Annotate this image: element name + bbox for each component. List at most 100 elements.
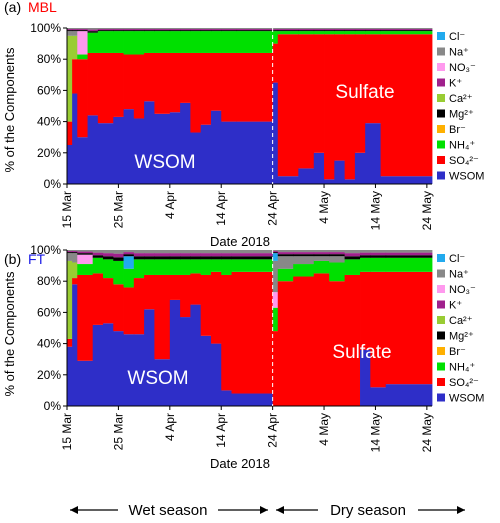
panel-b-bar-minor-13-2: [200, 250, 212, 254]
panel-a-bar-wsom-20: [313, 152, 325, 184]
panel-a-bar-minor-2-2: [77, 28, 88, 30]
panel-b-bar-nh4-14: [210, 259, 222, 272]
panel-a-legend-label-6: Br⁻: [449, 124, 466, 136]
panel-b-legend-swatch-8: [437, 378, 445, 386]
panel-a-bar-nh4-4: [97, 31, 114, 53]
panel-a-bar-minor-18-0: [277, 30, 299, 32]
panel-a-ytick-label-0: 0%: [44, 177, 62, 191]
panel-a-bar-nh4-12: [190, 31, 202, 53]
panel-a-legend-label-9: WSOM: [449, 171, 484, 183]
panel-b-bar-minor-13-0: [200, 256, 212, 260]
panel-a-bar-no3-2: [77, 31, 88, 55]
panel-b-bar-so4-21: [329, 281, 345, 406]
panel-a-bar-minor-1-1: [72, 29, 78, 31]
panel-a-bar-minor-19-1: [298, 29, 315, 31]
panel-b-bar-minor-10-2: [169, 250, 181, 254]
panel-a-bar-minor-13-1: [200, 29, 212, 31]
panel-b-ytick-label-0: 0%: [44, 399, 62, 413]
panel-a-bar-wsom-25: [365, 123, 381, 184]
panel-b-bar-so4-14: [210, 271, 222, 344]
panel-a-bar-nh4-5: [113, 31, 124, 53]
panel-b-bar-minor-21-1: [329, 252, 345, 255]
panel-a-bar-nh4-10: [169, 31, 181, 53]
panel-b-bar-minor-11-1: [180, 253, 191, 257]
panel-a-bar-so4-10: [169, 52, 181, 113]
panel-b-bar-so4-23: [360, 271, 371, 350]
panel-a-bar-wsom-10: [169, 112, 181, 184]
panel-a-bar-minor-7-0: [133, 30, 145, 32]
panel-a-bar-minor-25-0: [365, 30, 381, 32]
panel-a-bar-minor-9-1: [154, 29, 171, 31]
panel-a-bar-minor-3-2: [87, 28, 99, 30]
panel-a-bar-minor-26-2: [380, 28, 433, 30]
panel-b-bar-minor-25-2: [385, 250, 433, 253]
panel-b-bar-wsom-12: [190, 304, 202, 406]
panel-a-bar-nh4-8: [144, 31, 155, 53]
dry-season-arrow-right-head: [457, 506, 465, 514]
dry-season-arrow-left-head: [276, 506, 284, 514]
panel-a-bar-minor-24-0: [354, 30, 366, 32]
panel-a-bar-minor-21-1: [324, 29, 335, 31]
panel-b-bar-so4-9: [154, 274, 171, 360]
panel-a-bar-nh4-19: [298, 31, 315, 35]
panel-a-bar-minor-22-0: [334, 30, 345, 32]
panel-b-bar-minor-18-2: [277, 250, 294, 253]
panel-a-bar-minor-15-2: [221, 28, 238, 30]
panel-b-xtick-label-5: 4 May: [317, 413, 331, 446]
panel-a-xtick-label-7: 24 May: [420, 191, 434, 230]
panel-b-bar-cl-17: [272, 253, 279, 261]
panel-b-bar-minor-20-0: [313, 254, 330, 257]
panel-a-bar-so4-3: [87, 52, 99, 116]
panel-b-legend-label-2: NO₃⁻: [449, 284, 476, 296]
panel-b-bar-so4-1: [72, 278, 78, 285]
panel-b-xtick-label-6: 14 May: [369, 413, 383, 452]
panel-b-bar-minor-23-2: [360, 250, 371, 253]
wet-season-label-bg: [118, 500, 218, 520]
panel-a-ytick-label-2: 40%: [37, 115, 61, 129]
panel-a-xtick-label-0: 15 Mar: [60, 191, 74, 228]
panel-a-bar-minor-11-2: [180, 28, 191, 30]
panel-b-bar-nh4-3: [92, 257, 104, 274]
panel-b-bar-minor-13-1: [200, 253, 212, 257]
panel-a-bar-wsom-9: [154, 113, 171, 184]
panel-a-legend-swatch-1: [437, 47, 445, 56]
panel-b-bar-so4-4: [102, 278, 114, 324]
panel-b-bar-minor-6-0: [123, 254, 135, 257]
panel-a-bar-nh4-17: [272, 31, 279, 44]
panel-b-legend-swatch-7: [437, 362, 445, 371]
panel-a-bar-nh4-13: [200, 31, 212, 53]
panel-a-xtick-label-4: 24 Apr: [266, 191, 280, 226]
panel-a-legend-label-4: Ca²⁺: [449, 93, 473, 105]
panel-b-bar-nh4-17: [272, 307, 279, 332]
panel-a-bar-wsom-18: [277, 176, 299, 184]
panel-a-xtick-label-1: 25 Mar: [111, 191, 125, 228]
panel-a-bar-wsom-19: [298, 168, 315, 184]
panel-a-bar-minor-3-1: [87, 29, 99, 32]
panel-a-bar-wsom-24: [354, 152, 366, 184]
panel-a-sulfate-annotation: Sulfate: [335, 82, 394, 103]
panel-b-bar-na-18: [277, 256, 294, 269]
panel-b-bar-wsom-1: [72, 284, 78, 406]
panel-b-bar-minor-18-0: [277, 254, 294, 257]
panel-b-bar-nh4-4: [102, 259, 114, 279]
panel-b-bar-so4-6: [123, 287, 135, 335]
panel-b-bar-minor-16-0: [231, 256, 274, 260]
panel-b-bar-nh4-12: [190, 259, 202, 274]
panel-a-bar-minor-23-2: [344, 28, 356, 30]
panel-a-bar-so4-15: [221, 52, 238, 122]
panel-a-wsom-annotation: WSOM: [134, 152, 195, 173]
panel-b-bar-wsom-4: [102, 323, 114, 406]
panel-a-plot: 0% 20% 40% 60% 80% 100% 15 Mar 25 Mar 4 Apr 14 Ap…: [30, 21, 434, 230]
panel-b-bar-minor-22-0: [344, 256, 361, 260]
panel-a-bar-minor-13-2: [200, 28, 212, 30]
panel-b-bar-minor-12-0: [190, 256, 202, 260]
panel-b-bar-wsom-3: [92, 324, 104, 406]
panel-a-bar-nh4-18: [277, 31, 299, 35]
panel-b-wsom-annotation: WSOM: [127, 368, 188, 389]
panel-a-legend-label-3: K⁺: [449, 78, 462, 90]
panel-a-ytick-label-1: 20%: [37, 146, 61, 160]
panel-a-bar-nh4-21: [324, 31, 335, 35]
panel-b-bar-minor-17-0: [272, 252, 279, 254]
panel-b-bar-na-21: [329, 256, 345, 263]
panel-b-bar-na-0: [67, 253, 73, 261]
